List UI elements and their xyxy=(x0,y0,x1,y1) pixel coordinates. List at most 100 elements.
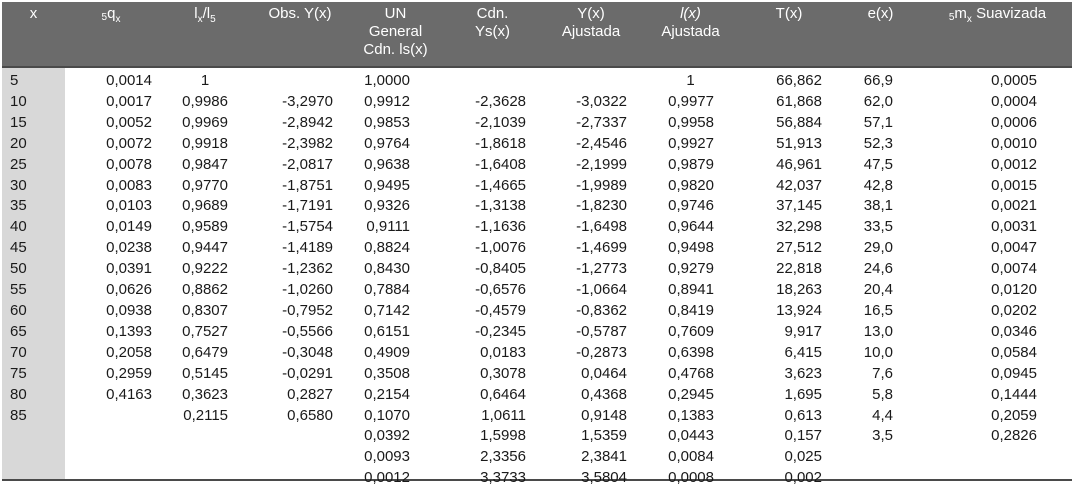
cell-obs-y: -1,2362 xyxy=(282,260,333,278)
cell-lx-ratio: 0,9986 xyxy=(182,92,228,110)
header-obs-y: Obs. Y(x) xyxy=(268,5,332,22)
cell-un-general-ls: 0,1070 xyxy=(364,406,410,424)
cell-y-ajustada xyxy=(541,69,641,92)
cell-y-ajustada: -1,6498 xyxy=(576,218,627,236)
cell-obs-y: -2,8942 xyxy=(282,113,333,131)
cell-lx-ratio xyxy=(157,447,253,468)
cell-tx: 32,298 xyxy=(776,218,822,236)
header-divider xyxy=(2,66,1072,68)
cell-un-general-ls: 0,9495 xyxy=(364,176,410,194)
cell-lx-ratio: 0,2115 xyxy=(183,406,228,424)
cell-ex: 5,8 xyxy=(872,385,893,403)
cell-ex: 29,0 xyxy=(863,239,893,257)
cell-y-ajustada: -2,1999 xyxy=(576,155,627,173)
cell-tx: 9,917 xyxy=(784,322,822,340)
cell-ex: 10,0 xyxy=(863,343,893,361)
cell-l-ajustada: 0,9958 xyxy=(668,113,714,131)
cell-l-ajustada: 0,8419 xyxy=(668,301,714,319)
cell-age-x: 30 xyxy=(10,176,27,194)
cell-lx-ratio: 0,6479 xyxy=(182,343,228,361)
cell-y-ajustada: 2,3841 xyxy=(581,448,627,466)
cell-lx-ratio: 0,9847 xyxy=(182,155,228,173)
cell-cdn-ys: 2,3356 xyxy=(480,448,526,466)
cell-qx: 0,0083 xyxy=(106,176,152,194)
cell-lx-ratio: 0,9222 xyxy=(182,260,228,278)
cell-y-ajustada: -1,4699 xyxy=(576,239,627,257)
cell-obs-y: -1,0260 xyxy=(282,281,333,299)
cell-y-ajustada: 0,4368 xyxy=(581,385,627,403)
age-column-background xyxy=(2,66,65,481)
cell-qx xyxy=(65,468,157,489)
cell-obs-y: -1,7191 xyxy=(282,197,333,215)
header-tx: T(x) xyxy=(775,5,803,22)
cell-un-general-ls: 0,9111 xyxy=(366,218,410,236)
cell-cdn-ys: -0,2345 xyxy=(475,322,526,340)
cell-lx-ratio xyxy=(157,468,253,489)
table-row: 35 0,0103 0,9689 -1,7191 0,9326 -1,3138 -1,823… xyxy=(2,196,1072,217)
cell-un-general-ls: 0,0093 xyxy=(364,448,410,466)
cell-lx-ratio: 1 xyxy=(200,72,210,89)
cell-y-ajustada: -0,5787 xyxy=(576,322,627,340)
cell-ex: 16,5 xyxy=(863,301,893,319)
cell-lx-ratio: 0,9447 xyxy=(182,239,228,257)
cell-obs-y: -0,7952 xyxy=(282,301,333,319)
cell-age-x: 15 xyxy=(10,113,27,131)
cell-obs-y xyxy=(253,447,347,468)
cell-y-ajustada: -3,0322 xyxy=(576,92,627,110)
cell-qx: 0,0103 xyxy=(106,197,152,215)
table-row: 15 0,0052 0,9969 -2,8942 0,9853 -2,1039 -2,733… xyxy=(2,113,1072,134)
cell-mx-suavizada: 0,0346 xyxy=(991,322,1037,340)
cell-age-x: 55 xyxy=(10,281,27,299)
cell-mx-suavizada: 0,0202 xyxy=(991,301,1037,319)
table-row: 50 0,0391 0,9222 -1,2362 0,8430 -0,8405 -1,277… xyxy=(2,259,1072,280)
cell-lx-ratio: 0,9589 xyxy=(182,218,228,236)
cell-mx-suavizada: 0,0031 xyxy=(991,218,1037,236)
header-qx: 5qx xyxy=(101,5,121,25)
cell-qx: 0,0078 xyxy=(106,155,152,173)
cell-qx xyxy=(65,426,157,447)
table-row: 20 0,0072 0,9918 -2,3982 0,9764 -1,8618 -2,454… xyxy=(2,134,1072,155)
table-row: 60 0,0938 0,8307 -0,7952 0,7142 -0,4579 -0,836… xyxy=(2,301,1072,322)
table-row: 80 0,4163 0,3623 0,2827 0,2154 0,6464 0,4368 0,… xyxy=(2,385,1072,406)
cell-age-x: 35 xyxy=(10,197,27,215)
cell-un-general-ls: 0,9326 xyxy=(364,197,410,215)
cell-ex: 52,3 xyxy=(863,134,893,152)
cell-age-x: 65 xyxy=(10,322,27,340)
cell-mx-suavizada xyxy=(923,468,1072,489)
cell-obs-y: -1,8751 xyxy=(282,176,333,194)
header-background xyxy=(2,2,1072,66)
cell-y-ajustada: -2,4546 xyxy=(576,134,627,152)
cell-l-ajustada: 0,1383 xyxy=(668,406,714,424)
cell-y-ajustada: 0,9148 xyxy=(581,406,627,424)
cell-l-ajustada: 0,9644 xyxy=(668,218,714,236)
cell-mx-suavizada: 0,0012 xyxy=(991,155,1037,173)
cell-tx: 37,145 xyxy=(776,197,822,215)
cell-y-ajustada: 3,5804 xyxy=(581,469,627,487)
cell-cdn-ys: 0,0183 xyxy=(480,343,526,361)
cell-ex: 47,5 xyxy=(863,155,893,173)
cell-mx-suavizada: 0,2059 xyxy=(991,406,1037,424)
cell-mx-suavizada: 0,1444 xyxy=(991,385,1037,403)
cell-un-general-ls: 0,9853 xyxy=(364,113,410,131)
cell-obs-y: 0,6580 xyxy=(287,406,333,424)
cell-ex: 7,6 xyxy=(872,364,893,382)
table-body: 5 0,0014 1 1,0000 1 66,862 66,9 0,0005 10 0,0017 0… xyxy=(2,69,1072,489)
cell-age-x: 20 xyxy=(10,134,27,152)
cell-tx: 0,002 xyxy=(784,469,822,487)
cell-un-general-ls: 0,8824 xyxy=(364,239,410,257)
cell-cdn-ys: -0,8405 xyxy=(475,260,526,278)
cell-mx-suavizada: 0,0015 xyxy=(991,176,1037,194)
cell-age-x: 85 xyxy=(10,406,27,424)
cell-lx-ratio: 0,3623 xyxy=(182,385,228,403)
cell-obs-y: -1,5754 xyxy=(282,218,333,236)
cell-ex: 4,4 xyxy=(872,406,893,424)
cell-tx: 66,862 xyxy=(776,72,822,89)
cell-l-ajustada: 0,2945 xyxy=(668,385,714,403)
cell-l-ajustada: 0,6398 xyxy=(668,343,714,361)
cell-l-ajustada: 0,7609 xyxy=(668,322,714,340)
cell-cdn-ys: -1,1636 xyxy=(475,218,526,236)
table-row: 0,0392 1,5998 1,5359 0,0443 0,157 3,5 0,2826 xyxy=(2,426,1072,447)
header-ex: e(x) xyxy=(867,5,894,22)
cell-obs-y: -0,3048 xyxy=(282,343,333,361)
